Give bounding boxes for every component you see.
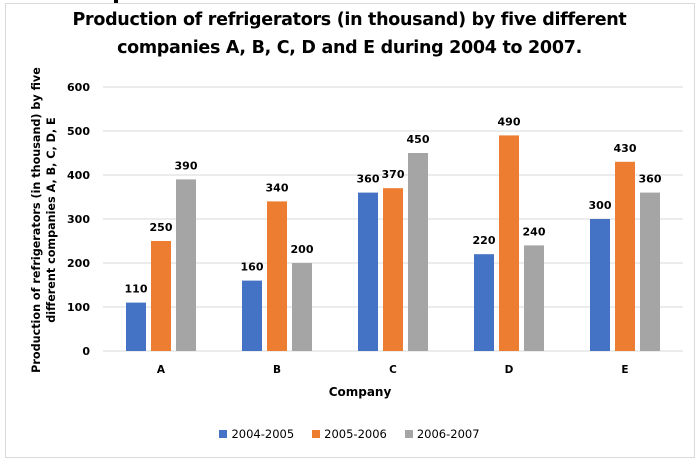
y-tick-label: 600 [67,81,90,94]
legend-item-2006-2007[interactable]: 2006-2007 [404,427,480,441]
x-tick-label-D: D [505,364,514,376]
data-label-B-2006-2007: 200 [291,243,314,256]
data-label-C-2005-2006: 370 [382,168,405,181]
bar-D-2005-2006[interactable] [499,135,519,351]
data-label-E-2005-2006: 430 [614,142,637,155]
bar-E-2005-2006[interactable] [615,161,635,351]
x-tick-label-E: E [621,364,628,376]
data-label-D-2006-2007: 240 [523,225,546,238]
bar-A-2005-2006[interactable] [151,241,171,351]
bar-C-2004-2005[interactable] [358,192,378,351]
cropped-text-fragment [114,0,118,3]
data-label-E-2006-2007: 360 [639,173,662,186]
y-tick-label: 300 [67,213,90,226]
data-label-E-2004-2005: 300 [589,199,612,212]
data-label-D-2004-2005: 220 [473,234,496,247]
y-tick-labels: 0 100 200 300 400 500 600 [67,81,90,358]
legend: 2004-2005 2005-2006 2006-2007 [0,427,699,441]
bar-D-2004-2005[interactable] [474,254,494,351]
bar-C-2005-2006[interactable] [383,188,403,351]
legend-label: 2004-2005 [231,427,295,441]
chart-frame [5,3,695,458]
bar-B-2004-2005[interactable] [242,280,262,351]
bar-B-2006-2007[interactable] [292,263,312,351]
data-label-D-2005-2006: 490 [498,115,521,128]
bar-C-2006-2007[interactable] [408,153,428,351]
data-label-C-2004-2005: 360 [357,173,380,186]
legend-swatch [219,430,228,438]
bar-B-2005-2006[interactable] [267,201,287,351]
bar-D-2006-2007[interactable] [524,245,544,351]
data-label-A-2006-2007: 390 [175,159,198,172]
bar-A-2006-2007[interactable] [176,179,196,351]
data-label-A-2004-2005: 110 [125,283,148,296]
x-tick-labels: A B C D E [157,364,629,376]
x-axis-label: Company [328,385,392,399]
chart-title: Production of refrigerators (in thousand… [0,6,699,62]
x-tick-label-C: C [389,364,397,376]
y-tick-label: 0 [82,345,90,358]
data-label-B-2004-2005: 160 [241,261,264,274]
data-label-B-2005-2006: 340 [266,181,289,194]
x-tick-label-B: B [273,364,281,376]
bar-A-2004-2005[interactable] [126,302,146,351]
bar-E-2006-2007[interactable] [640,192,660,351]
data-label-C-2006-2007: 450 [407,133,430,146]
data-label-A-2005-2006: 250 [150,221,173,234]
y-tick-label: 400 [67,169,90,182]
bar-E-2004-2005[interactable] [590,219,610,351]
legend-item-2004-2005[interactable]: 2004-2005 [219,427,294,441]
y-tick-label: 100 [67,301,90,314]
bars [126,135,660,351]
legend-label: 2005-2006 [324,427,387,441]
chart-title-line-2: companies A, B, C, D and E during 2004 t… [117,38,582,58]
legend-label: 2006-2007 [416,427,480,441]
chart-title-line-1: Production of refrigerators (in thousand… [72,10,627,30]
legend-swatch [312,430,321,438]
legend-item-2005-2006[interactable]: 2005-2006 [312,427,387,441]
y-tick-label: 200 [67,257,90,270]
x-tick-label-A: A [157,364,166,376]
y-tick-label: 500 [67,125,90,138]
legend-swatch [404,430,413,438]
